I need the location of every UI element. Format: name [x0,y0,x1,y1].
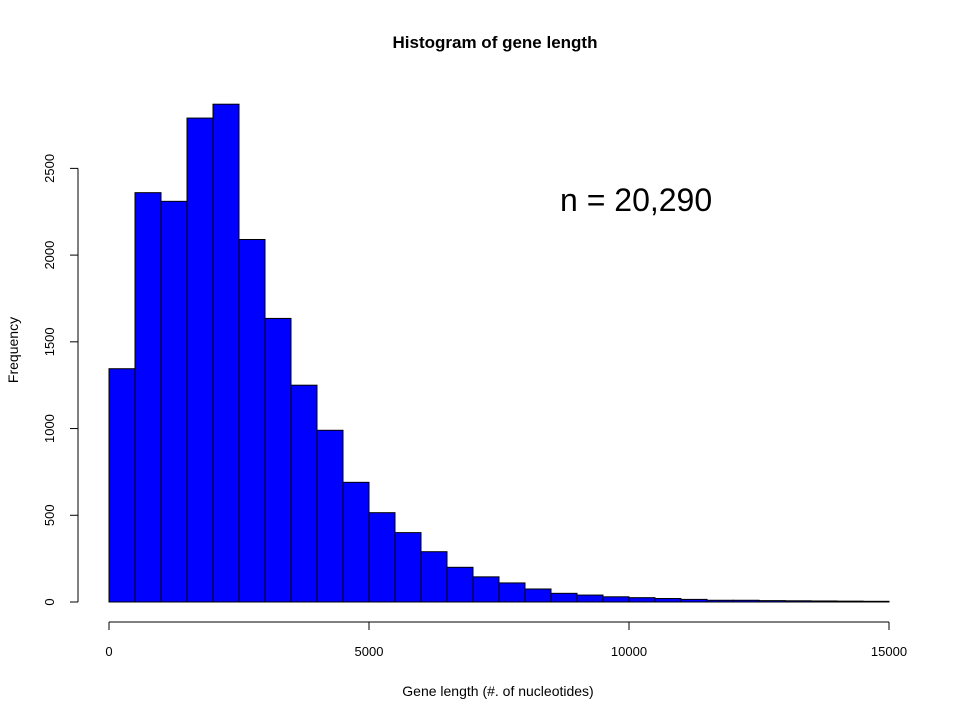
histogram-bar [212,103,240,603]
y-axis: 0 500 1000 1500 2000 2500 [42,154,79,606]
x-axis-label: Gene length (#. of nucleotides) [402,683,593,699]
histogram-bar [472,576,500,603]
y-axis-label: Frequency [5,317,21,383]
x-tick-label: 15000 [871,644,907,659]
bars-group [108,103,890,603]
histogram-bar [368,512,396,603]
histogram-bar [238,238,266,603]
histogram-bar [264,317,292,603]
histogram-bar [810,600,838,603]
histogram-bar [134,192,162,603]
histogram-bar [498,582,526,603]
histogram-bar [706,599,734,603]
histogram-bar [186,117,214,603]
histogram-bar [784,600,812,603]
histogram-bar [836,600,864,603]
sample-size-annotation: n = 20,290 [560,182,712,218]
chart-title: Histogram of gene length [393,33,598,52]
y-tick-label: 2000 [42,241,57,270]
x-axis: 0 5000 10000 15000 [105,621,907,659]
x-tick-label: 10000 [611,644,647,659]
y-tick-label: 1500 [42,327,57,356]
histogram-bar [550,592,578,603]
histogram-bar [290,384,318,603]
histogram-bar [602,596,630,603]
histogram-bar [524,588,552,603]
histogram-bar [732,599,760,603]
y-tick-label: 2500 [42,154,57,183]
histogram-bar [108,368,136,603]
histogram-bar [758,600,786,603]
histogram-bar [394,532,422,603]
y-tick-label: 1000 [42,414,57,443]
y-tick-label: 0 [42,598,57,605]
y-tick-label: 500 [42,504,57,526]
x-tick-label: 5000 [355,644,384,659]
histogram-bar [576,594,604,603]
histogram-bar [420,551,448,603]
x-tick-label: 0 [105,644,112,659]
histogram-bar [342,481,370,603]
histogram-bar [316,429,344,603]
histogram-bar [862,600,890,603]
histogram-bar [628,597,656,603]
histogram-bar [654,598,682,603]
histogram-bar [160,200,188,603]
histogram-bar [680,598,708,603]
histogram-bar [446,566,474,603]
